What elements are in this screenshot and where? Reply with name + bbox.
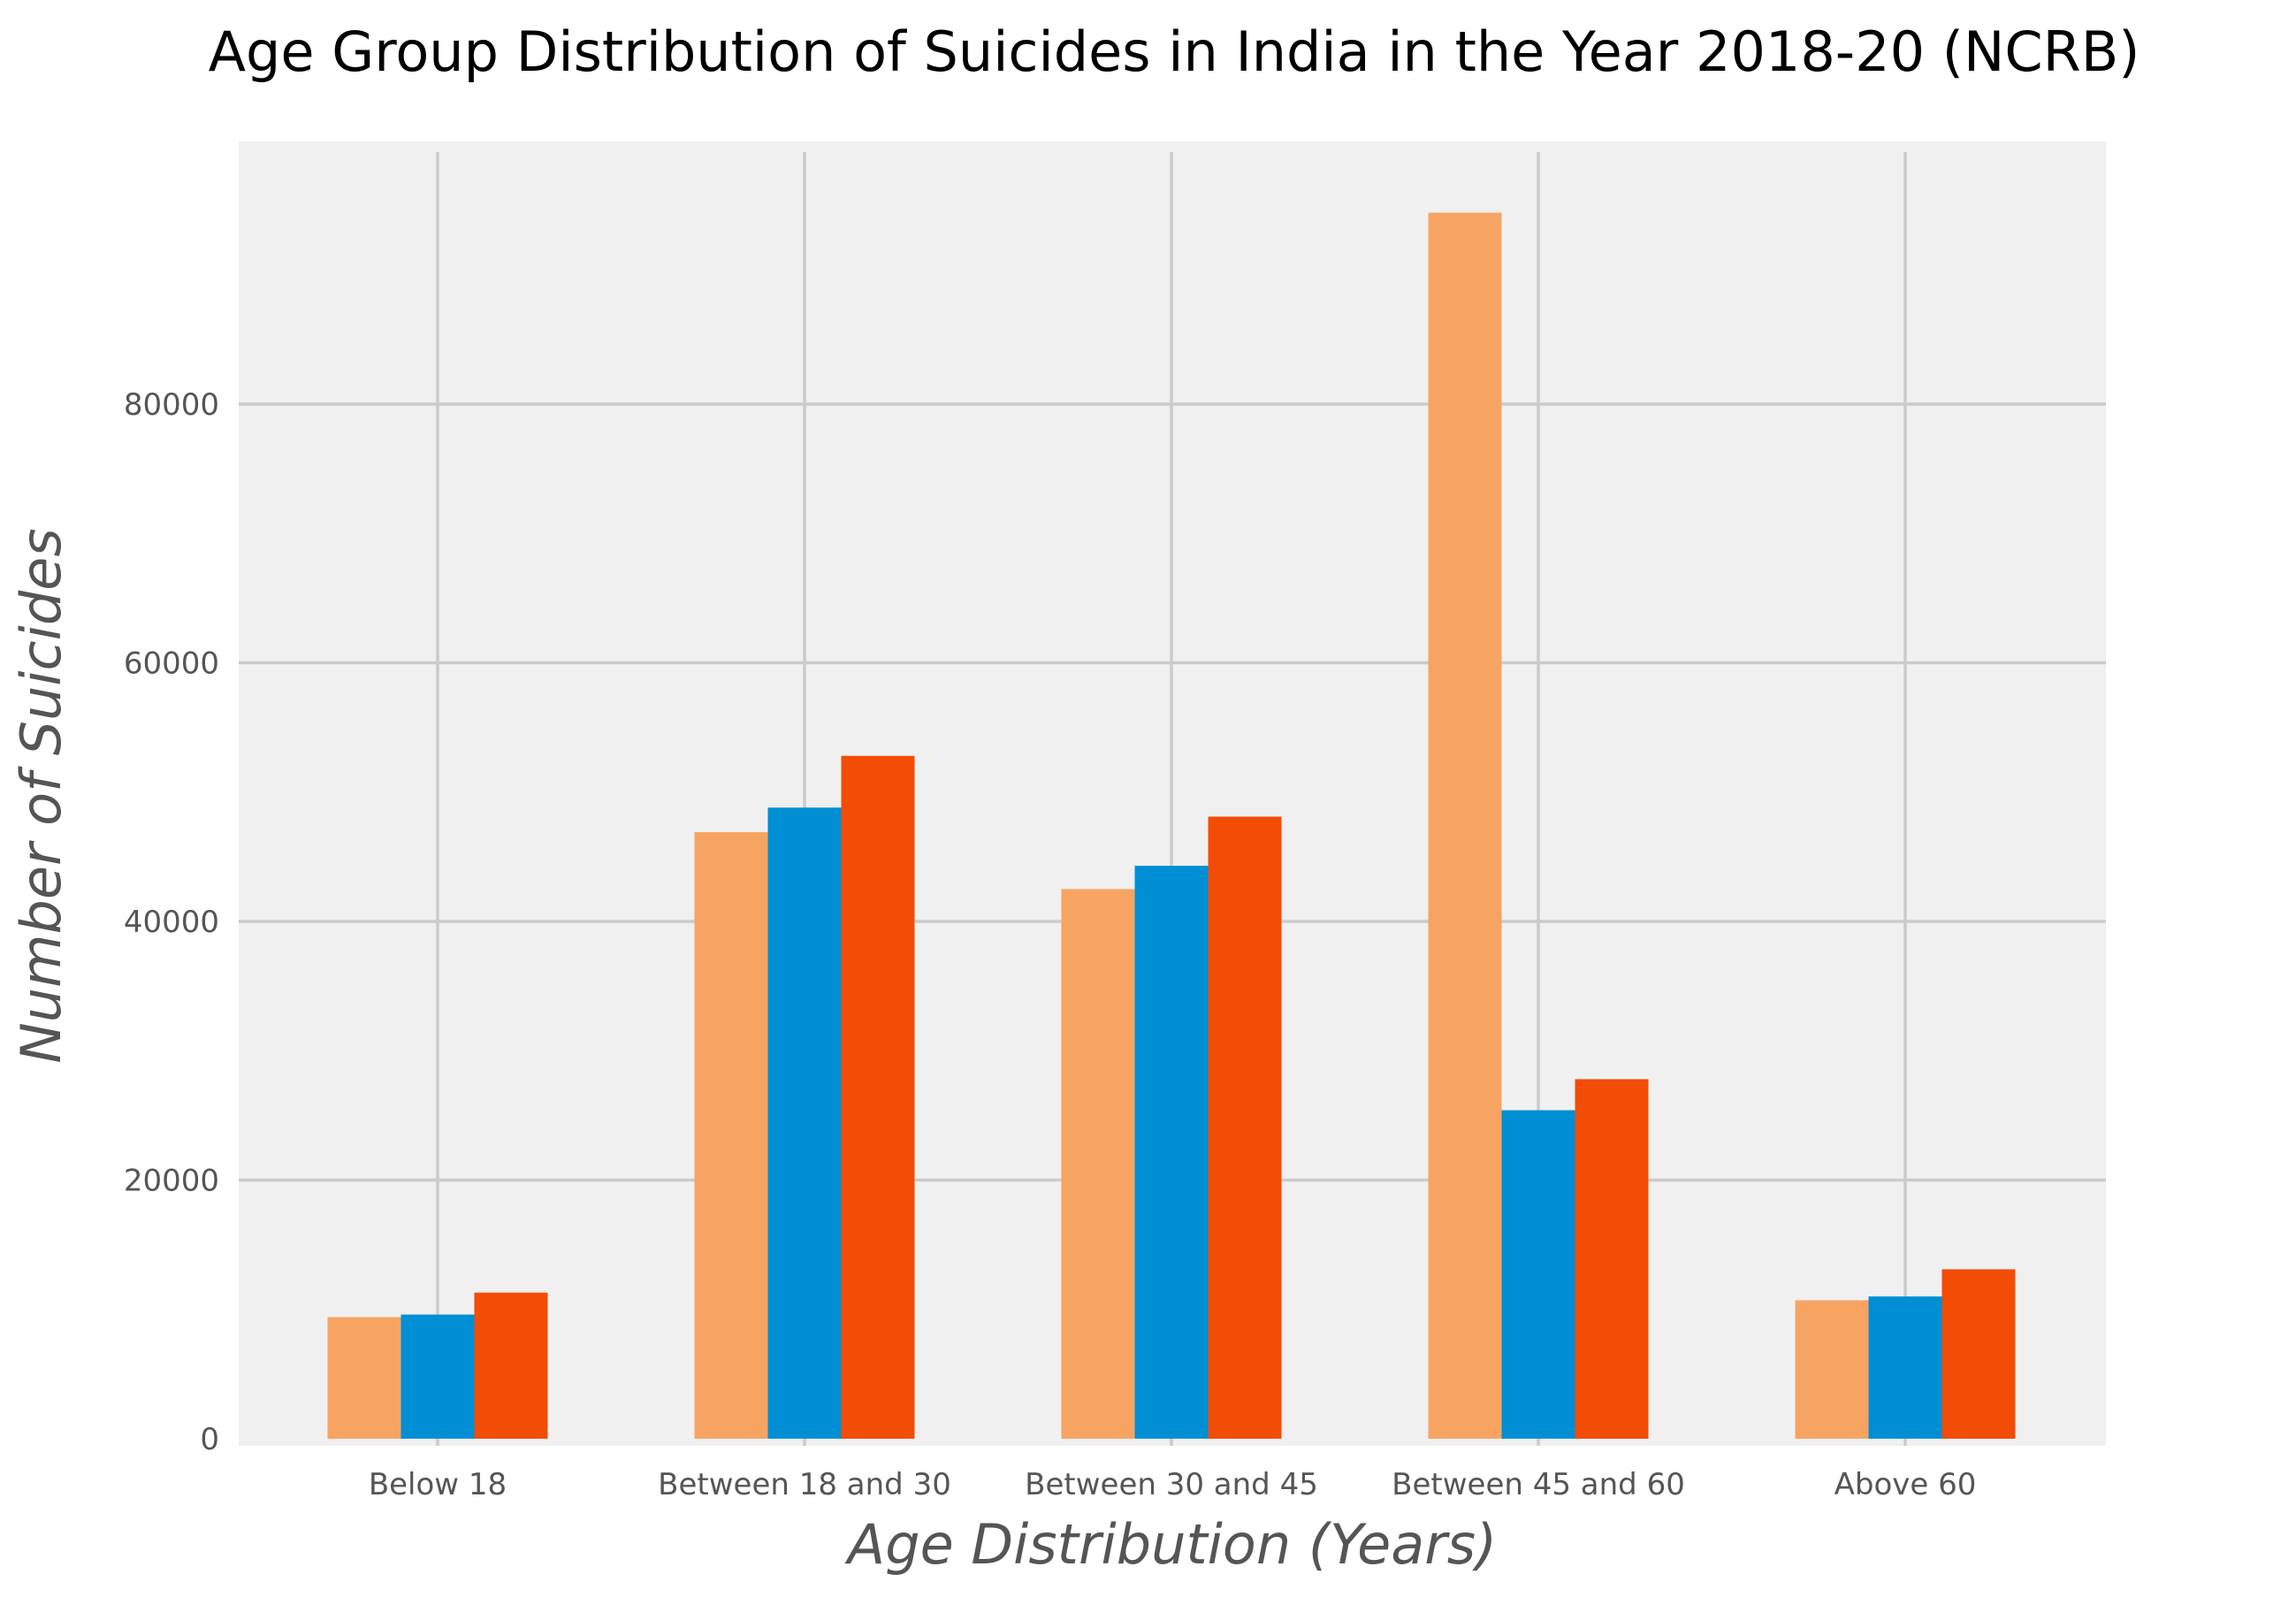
x-tick-label: Below 18: [369, 1467, 507, 1502]
y-tick-label: 60000: [124, 646, 219, 682]
x-tick-label: Between 45 and 60: [1392, 1467, 1685, 1502]
x-tick-label: Between 18 and 30: [658, 1467, 951, 1502]
ticks: 0 20000 40000 60000 80000 Below 18 Between 18 …: [124, 387, 1977, 1502]
bar: [1134, 866, 1209, 1439]
x-tick-label: Above 60: [1835, 1467, 1977, 1502]
bars: [327, 212, 2016, 1439]
bar: [1941, 1269, 2016, 1439]
y-axis-label: Number of Suicides: [9, 528, 73, 1063]
bar: [1061, 889, 1135, 1439]
bar: [400, 1314, 475, 1439]
bar: [1575, 1079, 1649, 1439]
y-tick-label: 40000: [124, 905, 219, 940]
bar: [474, 1292, 548, 1439]
bar: [1428, 212, 1502, 1439]
y-tick-label: 0: [200, 1422, 219, 1457]
x-axis-label: Age Distribution (Years): [844, 1512, 1497, 1577]
bar: [1868, 1296, 1942, 1439]
bar: [767, 807, 842, 1439]
bar: [694, 832, 768, 1439]
bar: [1208, 816, 1282, 1439]
y-tick-label: 80000: [124, 387, 219, 423]
bar: [1795, 1300, 1869, 1439]
bar: [327, 1317, 401, 1439]
chart-title: Age Group Distribution of Suicides in In…: [209, 19, 2140, 84]
bar: [841, 755, 915, 1439]
y-tick-label: 20000: [124, 1164, 219, 1199]
bar: [1501, 1110, 1575, 1439]
x-tick-label: Between 30 and 45: [1025, 1467, 1318, 1502]
